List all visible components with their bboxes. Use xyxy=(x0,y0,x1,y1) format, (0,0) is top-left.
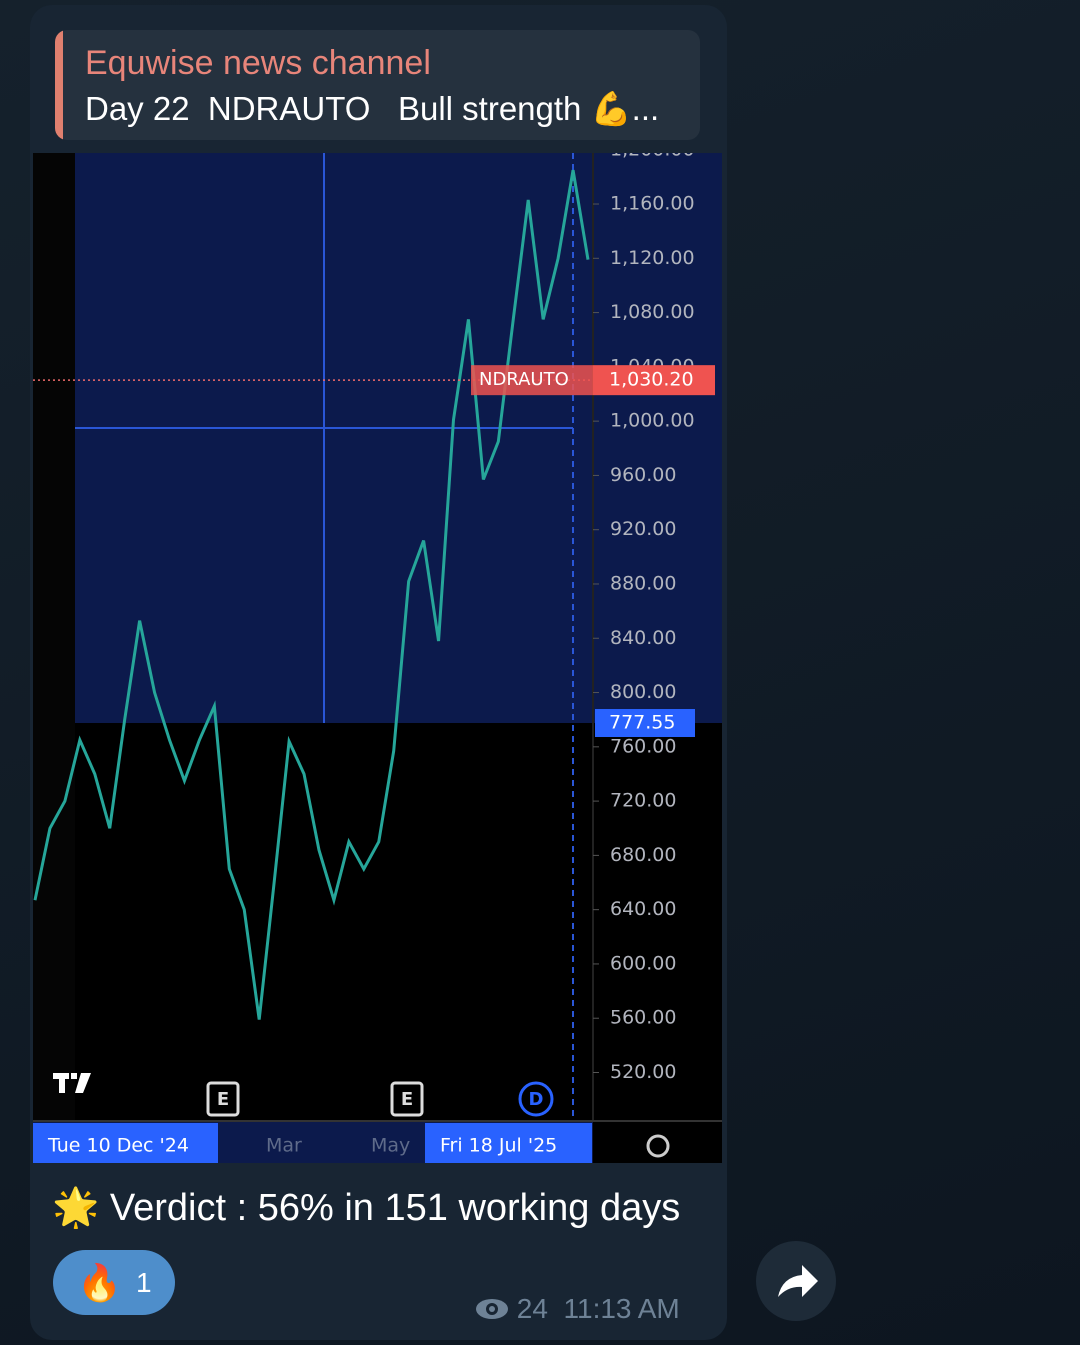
marker-label: 777.55 xyxy=(609,712,675,734)
tv-logo xyxy=(53,1073,91,1093)
meta: 24 11:13 AM xyxy=(475,1293,680,1325)
marker-tag xyxy=(595,709,695,738)
y-tick-label: 1,080.00 xyxy=(610,301,695,323)
reaction-count: 1 xyxy=(136,1267,152,1298)
reply-quote[interactable]: Equwise news channel Day 22 NDRAUTO Bull… xyxy=(55,30,700,140)
x-label: Fri 18 Jul '25 xyxy=(440,1135,557,1157)
y-tick-label: 920.00 xyxy=(610,518,676,540)
y-tick-label: 880.00 xyxy=(610,572,676,594)
reaction-emoji: 🔥 xyxy=(77,1262,122,1303)
time: 11:13 AM xyxy=(563,1293,680,1324)
y-tick-label: 1,120.00 xyxy=(610,247,695,269)
axis-highlight xyxy=(593,153,722,723)
message-text: 🌟 Verdict : 56% in 151 working days xyxy=(52,1186,680,1230)
highlight-region xyxy=(75,153,593,723)
y-tick-label: 680.00 xyxy=(610,844,676,866)
price-line xyxy=(33,169,590,1020)
reply-text: Day 22 NDRAUTO Bull strength 💪... xyxy=(85,90,660,127)
chart-image[interactable]: 1,200.001,160.001,120.001,080.001,040.00… xyxy=(33,153,722,1163)
last-price-label: 1,030.20 xyxy=(609,369,694,391)
x-label: Mar xyxy=(266,1135,302,1157)
y-tick-label: 960.00 xyxy=(610,464,676,486)
left-shade xyxy=(33,153,75,1123)
price-tag xyxy=(593,365,715,396)
x-label: May xyxy=(371,1135,410,1157)
date-tag xyxy=(425,1123,592,1163)
y-tick-label: 560.00 xyxy=(610,1007,676,1029)
series-name: NDRAUTO xyxy=(479,369,569,390)
event-label: D xyxy=(529,1089,544,1110)
quote-bar xyxy=(55,30,63,140)
settings-icon[interactable] xyxy=(646,1134,670,1158)
name-tag xyxy=(471,365,593,396)
share-icon xyxy=(778,1265,818,1297)
y-tick-label: 640.00 xyxy=(610,898,676,920)
y-tick-label: 800.00 xyxy=(610,681,676,703)
event-label: E xyxy=(401,1089,413,1110)
y-tick-label: 1,160.00 xyxy=(610,193,695,215)
y-tick-label: 720.00 xyxy=(610,790,676,812)
x-label: Tue 10 Dec '24 xyxy=(47,1135,189,1157)
event-label: E xyxy=(217,1089,229,1110)
event-ring xyxy=(518,1081,554,1117)
views: 24 xyxy=(516,1293,548,1324)
verdict: Verdict : 56% in 151 working days xyxy=(109,1187,681,1229)
event-box xyxy=(206,1081,240,1117)
y-tick-label: 840.00 xyxy=(610,627,676,649)
y-tick-label: 520.00 xyxy=(610,1061,676,1083)
reply-title: Equwise news channel xyxy=(85,44,431,82)
eye-icon xyxy=(476,1299,508,1319)
date-tag xyxy=(33,1123,218,1163)
y-tick-label: 600.00 xyxy=(610,952,676,974)
y-tick-label: 1,200.00 xyxy=(610,153,695,160)
star-emoji: 🌟 xyxy=(52,1187,100,1229)
share-button[interactable] xyxy=(756,1241,836,1321)
y-tick-label: 760.00 xyxy=(610,735,676,757)
event-box xyxy=(390,1081,424,1117)
reaction[interactable]: 🔥 1 xyxy=(53,1250,175,1315)
y-tick-label: 1,000.00 xyxy=(610,410,695,432)
